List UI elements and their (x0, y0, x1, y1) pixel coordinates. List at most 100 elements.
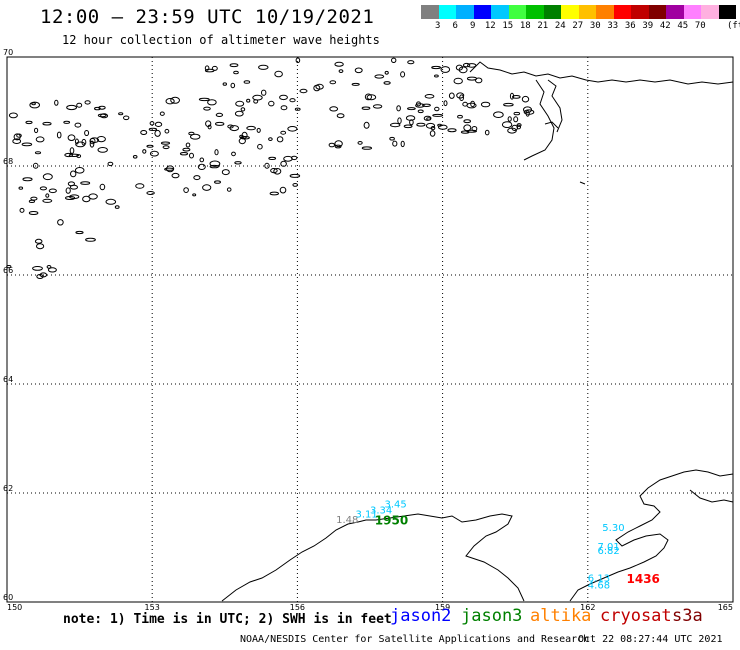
island-outline (240, 107, 246, 112)
island-outline (484, 129, 490, 136)
island-outline (229, 125, 239, 132)
lon-tick-label: 165 (718, 603, 733, 612)
wave-height-label: 4.68 (588, 580, 610, 591)
legend-swatch (543, 5, 561, 19)
island-outline (383, 81, 391, 85)
legend-swatch (631, 5, 649, 19)
island-outline (463, 119, 472, 124)
island-outline (70, 170, 77, 178)
legend-label: 6 (452, 21, 458, 31)
island-outline (36, 243, 45, 250)
island-outline (66, 104, 77, 111)
island-outline (443, 100, 448, 107)
legend-label: 30 (589, 21, 601, 31)
island-outline (68, 153, 80, 158)
island-outline (47, 267, 57, 273)
island-outline (424, 94, 435, 99)
island-outline (165, 98, 175, 105)
island-outline (467, 63, 477, 68)
island-outline (403, 124, 413, 129)
wave-height-label: 3.11 (356, 510, 378, 521)
island-outline (392, 140, 398, 147)
island-outline (197, 163, 206, 170)
island-outline (507, 127, 517, 134)
island-outline (54, 99, 59, 106)
island-outline (466, 102, 477, 109)
island-outline (74, 138, 79, 145)
island-outline (227, 124, 234, 129)
island-outline (182, 147, 191, 152)
island-outline (513, 111, 521, 116)
island-outline (230, 82, 236, 89)
arctic-islands (6, 57, 535, 279)
island-outline (12, 138, 22, 144)
island-outline (453, 77, 463, 85)
island-outline (94, 106, 101, 111)
island-outline (88, 193, 98, 200)
island-outline (471, 126, 478, 132)
island-outline (65, 196, 76, 200)
island-outline (507, 116, 512, 122)
island-outline (204, 68, 215, 73)
island-outline (75, 230, 84, 235)
island-outline (289, 173, 301, 178)
island-outline (190, 133, 201, 140)
wave-height-label: 3.34 (370, 506, 392, 517)
legend-unit: (ft) (727, 21, 740, 31)
island-outline (96, 136, 106, 143)
island-outline (32, 162, 39, 169)
island-outline (268, 156, 277, 160)
island-outline (80, 181, 91, 185)
island-outline (240, 136, 250, 140)
island-outline (13, 133, 21, 141)
legend-labels: 3 6 9 12 15 18 21 24 27 30 33 36 39 42 45 70 (421, 21, 736, 31)
island-outline (149, 121, 155, 126)
wave-height-label: 1436 (627, 572, 660, 586)
island-outline (397, 117, 402, 124)
island-outline (84, 130, 90, 136)
island-outline (32, 266, 43, 271)
island-outline (462, 62, 471, 68)
island-outline (299, 88, 308, 94)
island-outline (295, 57, 301, 64)
island-outline (202, 184, 212, 191)
island-outline (364, 93, 372, 101)
island-outline (199, 157, 205, 163)
legend-label: 39 (642, 21, 654, 31)
island-outline (99, 183, 106, 191)
island-outline (521, 95, 530, 103)
island-outline (34, 151, 42, 155)
island-outline (69, 184, 79, 190)
island-outline (291, 155, 298, 161)
island-outline (257, 143, 263, 150)
island-outline (6, 265, 12, 269)
island-outline (31, 102, 36, 106)
island-outline (39, 272, 48, 278)
map-frame (6, 56, 734, 603)
island-outline (205, 120, 212, 127)
island-outline (146, 144, 154, 148)
island-outline (148, 127, 158, 131)
wave-height-label: 1.48 (336, 515, 358, 526)
island-outline (456, 92, 465, 99)
island-outline (466, 76, 478, 81)
legend-swatch (718, 5, 736, 19)
legend-label: 45 (677, 21, 689, 31)
legend-label: 36 (624, 21, 636, 31)
island-outline (221, 169, 230, 176)
chart-title: 12:00 – 23:59 UTC 10/19/2021 (40, 6, 375, 28)
chart-subtitle: 12 hour collection of altimeter wave hei… (62, 33, 380, 47)
island-outline (64, 152, 74, 158)
island-outline (283, 155, 293, 162)
island-outline (501, 121, 513, 128)
island-outline (480, 101, 491, 108)
legend-label: 15 (502, 21, 514, 31)
island-outline (45, 193, 50, 198)
island-outline (426, 117, 432, 121)
island-outline (390, 122, 401, 128)
island-outline (207, 99, 217, 106)
island-outline (107, 161, 114, 167)
island-outline (67, 134, 76, 141)
legend-swatch (421, 5, 439, 19)
legend-swatch (508, 5, 526, 19)
